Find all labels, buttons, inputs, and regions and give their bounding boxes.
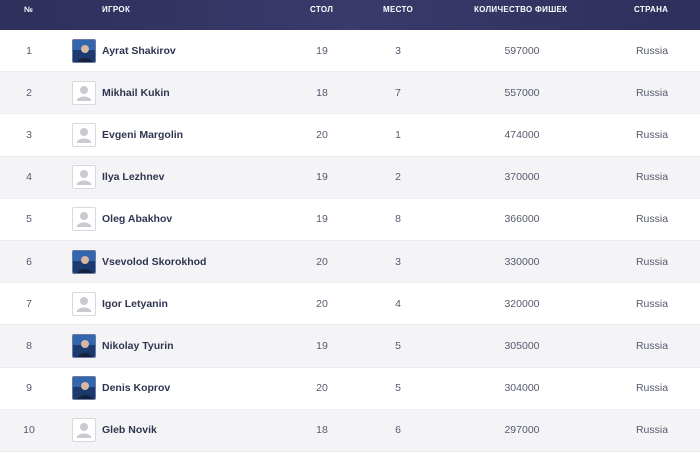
default-user-icon <box>76 296 92 312</box>
table-header: № ИГРОК СТОЛ МЕСТО КОЛИЧЕСТВО ФИШЕК СТРА… <box>0 0 700 30</box>
table-number: 18 <box>316 424 328 437</box>
avatar <box>72 165 96 190</box>
avatar <box>72 80 96 105</box>
player-name[interactable]: Gleb Novik <box>102 424 157 437</box>
country: Russia <box>635 44 669 57</box>
table-row: 3 Evgeni Margolin 20 1 474000 Russia <box>0 114 700 157</box>
table-number: 20 <box>316 297 328 310</box>
avatar <box>72 207 96 232</box>
row-number: 1 <box>26 44 32 57</box>
player-photo-icon <box>73 377 95 400</box>
chip-count: 320000 <box>504 297 540 310</box>
row-number: 3 <box>26 128 32 141</box>
country: Russia <box>635 171 669 184</box>
table-number: 18 <box>316 86 328 99</box>
header-place: МЕСТО <box>383 5 413 14</box>
row-number: 7 <box>26 297 32 310</box>
table-row: 5 Oleg Abakhov 19 8 366000 Russia <box>0 198 700 241</box>
table-row: 8 Nikolay Tyurin 19 5 305000 Russia <box>0 325 700 368</box>
header-chips: КОЛИЧЕСТВО ФИШЕК <box>474 5 568 14</box>
seat-number: 3 <box>395 44 401 57</box>
player-name[interactable]: Ilya Lezhnev <box>102 171 165 184</box>
seat-number: 6 <box>395 424 401 437</box>
table-number: 20 <box>316 382 328 395</box>
table-row: 4 Ilya Lezhnev 19 2 370000 Russia <box>0 156 700 199</box>
avatar <box>72 291 96 316</box>
row-number: 4 <box>26 171 32 184</box>
player-name[interactable]: Vsevolod Skorokhod <box>102 255 207 268</box>
player-photo-icon <box>73 334 95 357</box>
default-user-icon <box>76 170 92 186</box>
player-name[interactable]: Oleg Abakhov <box>102 213 173 226</box>
country: Russia <box>635 382 669 395</box>
row-number: 6 <box>26 255 32 268</box>
table-number: 19 <box>316 339 328 352</box>
header-country: СТРАНА <box>634 5 669 14</box>
player-name[interactable]: Mikhail Kukin <box>102 86 170 99</box>
country: Russia <box>635 339 669 352</box>
chip-count: 370000 <box>504 171 540 184</box>
player-name[interactable]: Nikolay Tyurin <box>102 339 174 352</box>
row-number: 2 <box>26 86 32 99</box>
default-user-icon <box>76 127 92 143</box>
chip-count: 366000 <box>504 213 540 226</box>
chip-count: 557000 <box>504 86 540 99</box>
default-user-icon <box>76 423 92 439</box>
table-number: 19 <box>316 213 328 226</box>
country: Russia <box>635 255 669 268</box>
avatar <box>72 38 96 63</box>
table-row: 6 Vsevolod Skorokhod 20 3 330000 Russia <box>0 240 700 284</box>
table-number: 20 <box>316 255 328 268</box>
chip-count: 304000 <box>504 382 540 395</box>
player-name[interactable]: Ayrat Shakirov <box>102 44 176 57</box>
header-table: СТОЛ <box>310 5 334 14</box>
seat-number: 5 <box>395 339 401 352</box>
chip-count: 597000 <box>504 44 540 57</box>
table-number: 20 <box>316 128 328 141</box>
player-photo-icon <box>73 250 95 273</box>
country: Russia <box>635 297 669 310</box>
default-user-icon <box>76 212 92 228</box>
table-row: 9 Denis Koprov 20 5 304000 Russia <box>0 367 700 410</box>
avatar <box>72 376 96 401</box>
seat-number: 2 <box>395 171 401 184</box>
seat-number: 7 <box>395 86 401 99</box>
country: Russia <box>635 424 669 437</box>
row-number: 10 <box>23 424 35 437</box>
table-number: 19 <box>316 171 328 184</box>
chip-count: 305000 <box>504 339 540 352</box>
player-name[interactable]: Evgeni Margolin <box>102 128 184 141</box>
seat-number: 5 <box>395 382 401 395</box>
table-number: 19 <box>316 44 328 57</box>
table-row: 1 Ayrat Shakirov 19 3 597000 Russia <box>0 30 700 73</box>
header-num: № <box>24 5 34 14</box>
player-name[interactable]: Igor Letyanin <box>102 297 168 310</box>
header-player: ИГРОК <box>102 5 131 14</box>
avatar <box>72 122 96 147</box>
table-body: 1 Ayrat Shakirov 19 3 597000 Russia 2 Mikhail K… <box>0 30 700 452</box>
chip-count: 297000 <box>504 424 540 437</box>
avatar <box>72 249 96 274</box>
seat-number: 8 <box>395 213 401 226</box>
avatar <box>72 333 96 358</box>
player-photo-icon <box>73 39 95 62</box>
seat-number: 3 <box>395 255 401 268</box>
row-number: 8 <box>26 339 32 352</box>
avatar <box>72 418 96 443</box>
row-number: 9 <box>26 382 32 395</box>
country: Russia <box>635 128 669 141</box>
table-row: 2 Mikhail Kukin 18 7 557000 Russia <box>0 72 700 115</box>
seat-number: 1 <box>395 128 401 141</box>
default-user-icon <box>76 85 92 101</box>
chip-count: 330000 <box>504 255 540 268</box>
seat-number: 4 <box>395 297 401 310</box>
row-number: 5 <box>26 213 32 226</box>
player-name[interactable]: Denis Koprov <box>102 382 171 395</box>
country: Russia <box>635 213 669 226</box>
table-row: 7 Igor Letyanin 20 4 320000 Russia <box>0 283 700 326</box>
table-row: 10 Gleb Novik 18 6 297000 Russia <box>0 409 700 452</box>
chip-count: 474000 <box>504 128 540 141</box>
country: Russia <box>635 86 669 99</box>
